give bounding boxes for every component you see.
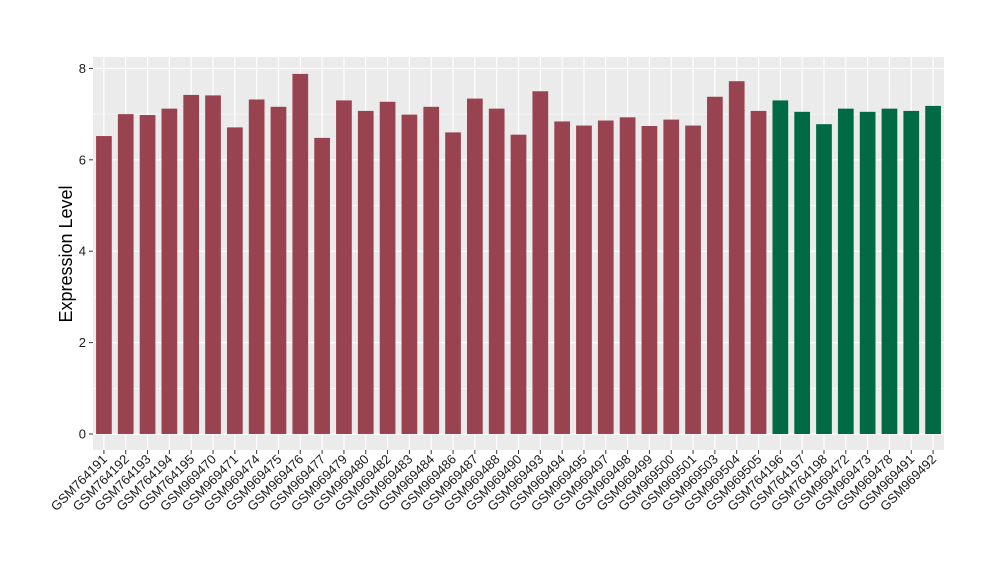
bar [859, 111, 876, 435]
bar [117, 114, 134, 435]
bar [576, 125, 592, 435]
bar [750, 110, 767, 435]
bar [554, 121, 570, 435]
bar [467, 98, 483, 435]
bar [772, 100, 789, 435]
bar [314, 137, 330, 435]
bar [881, 108, 898, 435]
y-tick-label: 0 [79, 427, 86, 442]
y-tick-label: 2 [79, 335, 86, 350]
bar [292, 73, 309, 435]
bar [903, 110, 920, 435]
bar [641, 126, 658, 435]
bar [488, 108, 505, 435]
bar [794, 111, 811, 435]
bar [619, 117, 636, 435]
bar [925, 105, 941, 435]
y-tick-label: 6 [79, 152, 86, 167]
bar [183, 94, 200, 435]
y-tick-label: 4 [79, 244, 86, 259]
bar [139, 115, 156, 435]
bar [532, 91, 549, 435]
bar [379, 101, 396, 435]
bar [161, 108, 178, 435]
bar [663, 119, 680, 435]
bar [248, 99, 265, 435]
bar [96, 136, 112, 435]
y-axis: 0 2 4 6 8 [79, 61, 93, 442]
x-axis: GSM764191GSM764192GSM764193GSM764194GSM7… [48, 450, 939, 514]
bars [96, 73, 941, 435]
bar [707, 96, 723, 435]
bar [510, 134, 527, 435]
bar [401, 114, 418, 435]
bar [226, 127, 243, 435]
bar [205, 95, 221, 435]
bar [423, 106, 440, 435]
bar [597, 120, 614, 435]
y-tick-label: 8 [79, 61, 86, 76]
bar [270, 106, 287, 435]
y-axis-title: Expression Level [56, 185, 76, 322]
bar [357, 110, 374, 435]
bar [445, 132, 461, 435]
bar [685, 125, 701, 435]
bar [837, 108, 854, 435]
bar [816, 124, 832, 435]
bar [336, 100, 352, 435]
bar [728, 81, 745, 435]
